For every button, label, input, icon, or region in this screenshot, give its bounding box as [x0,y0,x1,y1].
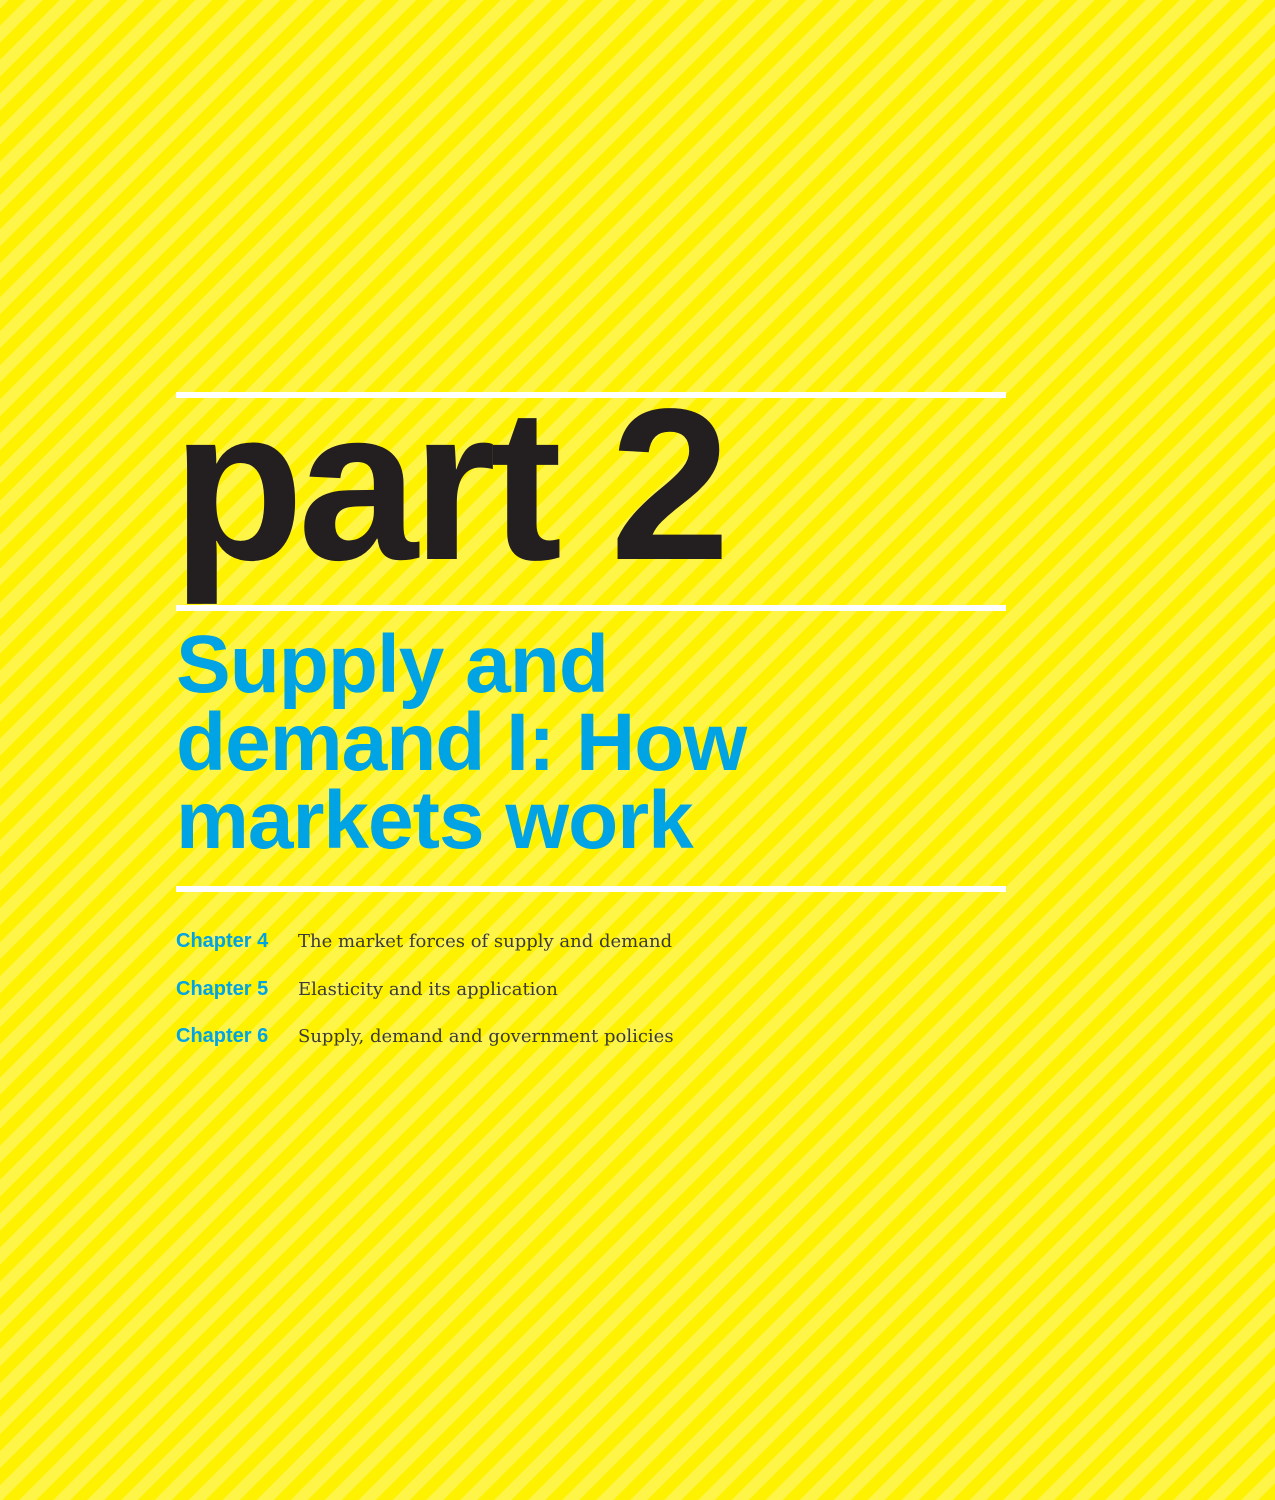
chapter-title: The market forces of supply and demand [298,931,673,952]
chapter-list: Chapter 4 The market forces of supply an… [176,930,674,1073]
top-rule [176,392,1006,398]
middle-rule [176,605,1006,611]
part-title: part 2 [172,363,730,605]
bottom-rule [176,886,1006,892]
chapter-item: Chapter 4 The market forces of supply an… [176,930,674,978]
subtitle-line: markets work [176,775,694,866]
chapter-number: Chapter 4 [176,930,269,952]
chapter-title: Elasticity and its application [298,978,558,1000]
chapter-title: Supply, demand and government policies [298,1026,674,1047]
chapter-number: Chapter 6 [176,1025,269,1047]
subtitle-line: Supply and [176,619,609,710]
chapter-item: Chapter 5 Elasticity and its application [176,978,674,1026]
part-subtitle: Supply and demand I: How markets work [176,619,996,866]
subtitle-line: demand I: How [176,697,747,788]
chapter-number: Chapter 5 [176,977,269,1000]
chapter-item: Chapter 6 Supply, demand and government … [176,1025,674,1073]
